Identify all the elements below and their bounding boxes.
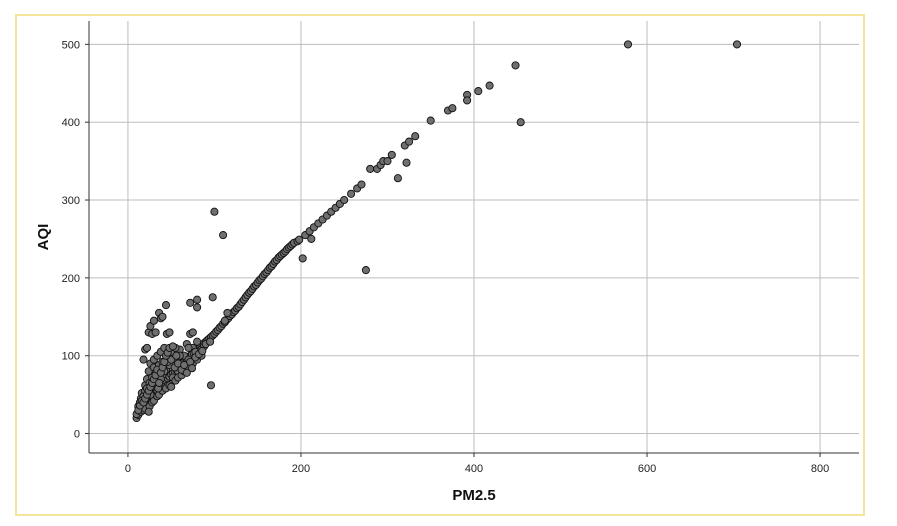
data-point (402, 158, 411, 167)
data-point (193, 337, 202, 346)
y-tick-label: 0 (74, 429, 80, 441)
data-point (223, 308, 232, 317)
data-point (295, 235, 304, 244)
data-point (623, 40, 633, 49)
data-point (208, 293, 217, 302)
data-point (206, 337, 215, 346)
data-point (193, 303, 202, 312)
data-point (361, 266, 370, 275)
data-point (165, 328, 174, 337)
data-point (219, 231, 228, 240)
y-tick-label: 200 (62, 273, 80, 285)
data-point (474, 87, 483, 96)
data-point (161, 301, 171, 310)
data-point (184, 343, 193, 352)
data-point (220, 316, 229, 325)
data-point (387, 150, 396, 159)
data-point (383, 157, 392, 166)
data-point (139, 355, 148, 364)
x-tick-label: 200 (292, 463, 310, 475)
data-point (210, 207, 219, 216)
y-tick-label: 100 (62, 351, 80, 363)
data-point (405, 137, 414, 146)
data-point (188, 328, 197, 337)
x-tick-labels: 0 200 400 600 800 (125, 463, 829, 475)
data-point (167, 382, 176, 391)
x-axis-title: PM2.5 (452, 487, 495, 504)
data-point (448, 104, 457, 113)
data-point (144, 407, 153, 416)
data-point (426, 116, 435, 125)
y-tick-labels: 0 100 200 300 400 500 (62, 39, 80, 440)
data-point (732, 40, 742, 49)
data-points (132, 40, 742, 423)
y-tick-label: 400 (62, 117, 80, 129)
y-tick-label: 300 (62, 195, 80, 207)
data-point (151, 328, 160, 337)
data-point (142, 343, 152, 352)
x-tick-label: 600 (638, 463, 656, 475)
data-point (187, 364, 197, 373)
data-point (298, 254, 307, 263)
y-tick-label: 500 (62, 39, 80, 51)
data-point (307, 234, 316, 243)
data-point (463, 96, 472, 105)
data-point (182, 368, 191, 377)
data-point (357, 180, 366, 189)
x-tick-label: 800 (811, 463, 829, 475)
scatter-chart: 0 200 400 600 800 0 100 200 300 400 500 PM2.5 AQI (35, 21, 859, 504)
y-axis-title: AQI (35, 224, 52, 251)
data-point (198, 346, 207, 356)
data-point (511, 61, 520, 70)
data-point (485, 81, 494, 90)
data-point (366, 164, 375, 173)
data-point (340, 195, 349, 205)
data-point (411, 132, 420, 141)
data-point (347, 189, 356, 198)
data-point (393, 174, 402, 183)
x-tick-label: 0 (125, 463, 131, 475)
x-tick-label: 400 (465, 463, 483, 475)
data-point (149, 316, 158, 325)
data-point (186, 298, 195, 307)
data-point (516, 118, 525, 127)
data-point (158, 312, 167, 321)
chart-frame: 0 200 400 600 800 0 100 200 300 400 500 PM2.5 AQI (15, 14, 865, 516)
data-point (193, 295, 202, 304)
data-point (172, 351, 181, 360)
data-point (168, 342, 177, 351)
data-point (206, 381, 216, 390)
data-point (155, 378, 164, 387)
